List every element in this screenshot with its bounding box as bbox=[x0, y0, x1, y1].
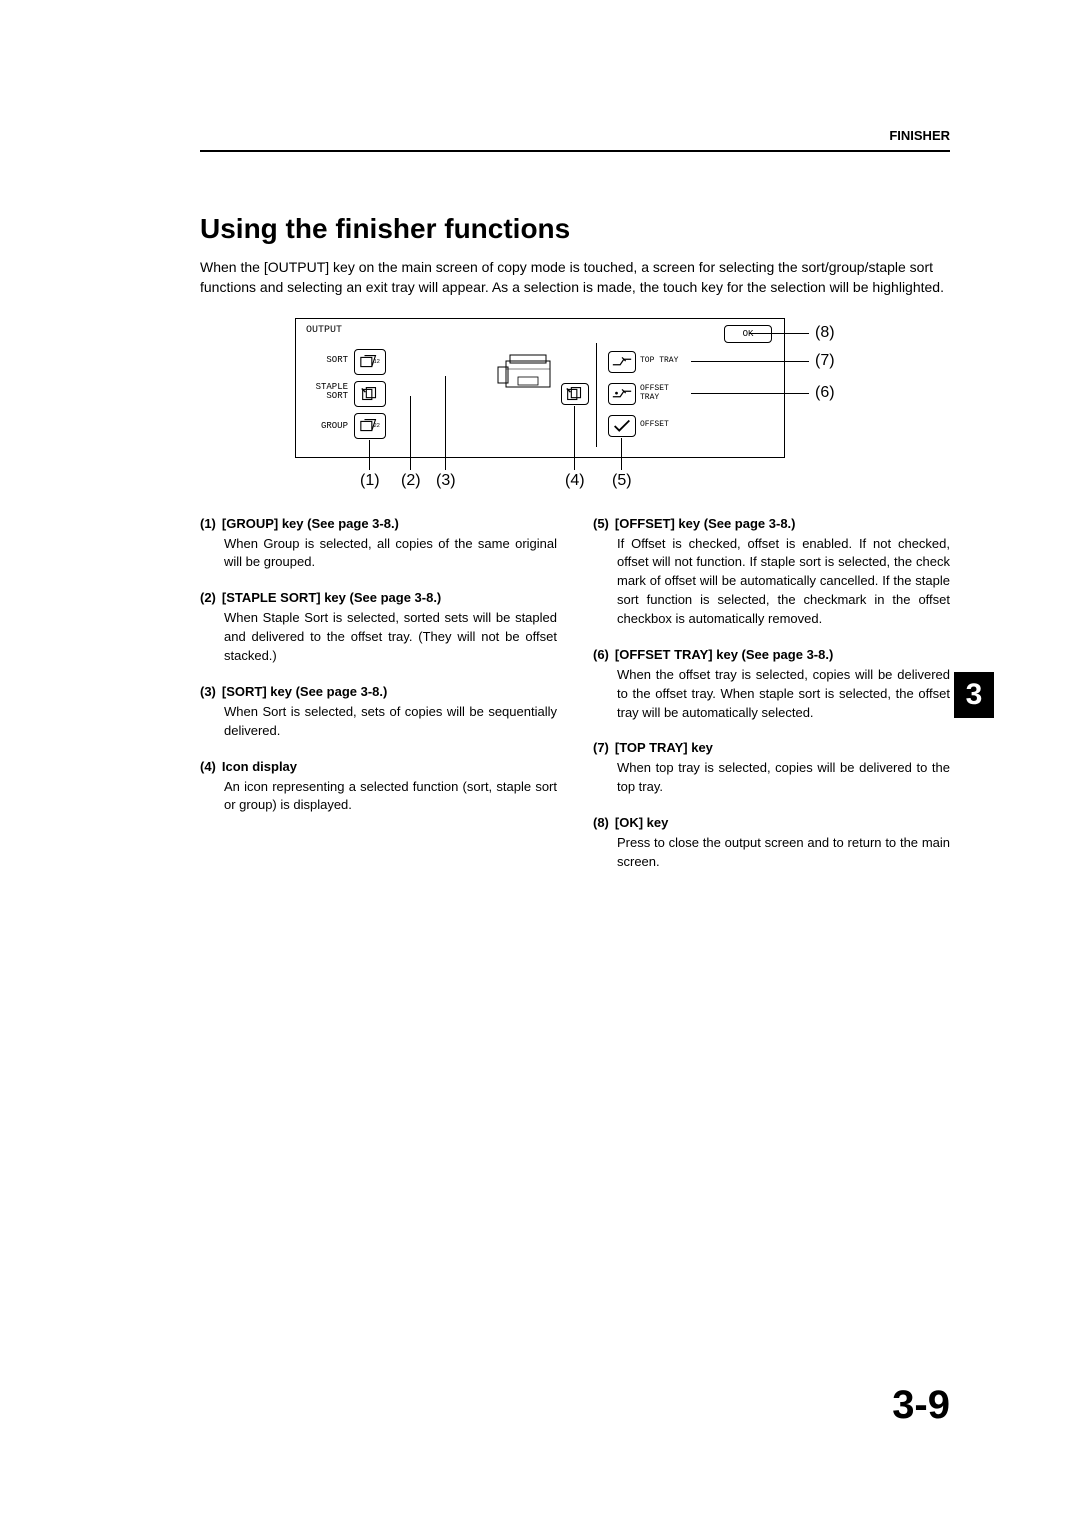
page-number: 3-9 bbox=[892, 1383, 950, 1428]
item-body: An icon representing a selected function… bbox=[200, 778, 557, 816]
item-body: When top tray is selected, copies will b… bbox=[593, 759, 950, 797]
page-title: Using the finisher functions bbox=[200, 213, 950, 245]
item-num: (3) bbox=[200, 684, 216, 699]
item-body: If Offset is checked, offset is enabled.… bbox=[593, 535, 950, 629]
item-num: (6) bbox=[593, 647, 609, 662]
ok-button[interactable]: OK bbox=[724, 325, 772, 343]
mode-icon-button[interactable] bbox=[561, 383, 589, 405]
callout-6: (6) bbox=[815, 384, 835, 402]
offset-tray-label-1: OFFSET bbox=[640, 384, 669, 393]
item-heading: Icon display bbox=[222, 759, 297, 774]
callout-2: (2) bbox=[401, 472, 421, 490]
staple-sort-label-2: SORT bbox=[304, 391, 348, 401]
list-item: (7) [TOP TRAY] key When top tray is selec… bbox=[593, 740, 950, 797]
list-item: (6) [OFFSET TRAY] key (See page 3-8.) Whe… bbox=[593, 647, 950, 723]
item-num: (8) bbox=[593, 815, 609, 830]
group-label: GROUP bbox=[304, 421, 348, 431]
panel-divider bbox=[596, 343, 597, 447]
item-body: Press to close the output screen and to … bbox=[593, 834, 950, 872]
item-num: (1) bbox=[200, 516, 216, 531]
list-item: (1) [GROUP] key (See page 3-8.) When Grou… bbox=[200, 516, 557, 573]
callout-1: (1) bbox=[360, 472, 380, 490]
section-header: FINISHER bbox=[889, 128, 950, 143]
group-button[interactable]: 22 bbox=[354, 413, 386, 439]
list-item: (5) [OFFSET] key (See page 3-8.) If Offse… bbox=[593, 516, 950, 629]
item-heading: [OFFSET TRAY] key (See page 3-8.) bbox=[615, 647, 833, 662]
svg-text:12: 12 bbox=[374, 359, 380, 365]
svg-text:22: 22 bbox=[374, 423, 380, 429]
staple-sort-button[interactable] bbox=[354, 381, 386, 407]
list-item: (2) [STAPLE SORT] key (See page 3-8.) Whe… bbox=[200, 590, 557, 666]
item-heading: [GROUP] key (See page 3-8.) bbox=[222, 516, 399, 531]
staple-icon bbox=[564, 385, 586, 403]
copier-illustration bbox=[496, 347, 560, 395]
offset-tray-icon bbox=[611, 385, 633, 403]
ok-label: OK bbox=[743, 329, 754, 339]
list-item: (4) Icon display An icon representing a s… bbox=[200, 759, 557, 816]
item-body: When Sort is selected, sets of copies wi… bbox=[200, 703, 557, 741]
offset-label: OFFSET bbox=[640, 420, 669, 429]
item-num: (7) bbox=[593, 740, 609, 755]
item-num: (4) bbox=[200, 759, 216, 774]
item-body: When the offset tray is selected, copies… bbox=[593, 666, 950, 723]
output-panel: OUTPUT OK SORT STAPLE SORT GROUP 12 bbox=[295, 318, 785, 458]
item-num: (5) bbox=[593, 516, 609, 531]
item-heading: [OFFSET] key (See page 3-8.) bbox=[615, 516, 796, 531]
top-tray-button[interactable] bbox=[608, 351, 636, 373]
callout-8: (8) bbox=[815, 324, 835, 342]
list-item: (3) [SORT] key (See page 3-8.) When Sort … bbox=[200, 684, 557, 741]
item-body: When Staple Sort is selected, sorted set… bbox=[200, 609, 557, 666]
item-heading: [OK] key bbox=[615, 815, 668, 830]
chapter-tab: 3 bbox=[954, 672, 994, 718]
callout-4: (4) bbox=[565, 472, 585, 490]
sort-label: SORT bbox=[304, 355, 348, 365]
group-icon: 22 bbox=[359, 417, 381, 435]
top-tray-label: TOP TRAY bbox=[640, 356, 678, 365]
item-num: (2) bbox=[200, 590, 216, 605]
checkmark-icon bbox=[611, 417, 633, 435]
left-column: (1) [GROUP] key (See page 3-8.) When Grou… bbox=[200, 516, 557, 890]
item-heading: [SORT] key (See page 3-8.) bbox=[222, 684, 387, 699]
callout-5: (5) bbox=[612, 472, 632, 490]
sort-icon: 12 bbox=[359, 353, 381, 371]
panel-title: OUTPUT bbox=[306, 325, 342, 336]
callout-3: (3) bbox=[436, 472, 456, 490]
right-column: (5) [OFFSET] key (See page 3-8.) If Offse… bbox=[593, 516, 950, 890]
item-heading: [STAPLE SORT] key (See page 3-8.) bbox=[222, 590, 441, 605]
sort-button[interactable]: 12 bbox=[354, 349, 386, 375]
offset-tray-label-2: TRAY bbox=[640, 393, 659, 402]
staple-sort-icon bbox=[359, 385, 381, 403]
top-tray-icon bbox=[611, 353, 633, 371]
item-heading: [TOP TRAY] key bbox=[615, 740, 713, 755]
intro-paragraph: When the [OUTPUT] key on the main screen… bbox=[200, 257, 950, 298]
list-item: (8) [OK] key Press to close the output sc… bbox=[593, 815, 950, 872]
header-rule bbox=[200, 150, 950, 152]
item-body: When Group is selected, all copies of th… bbox=[200, 535, 557, 573]
offset-tray-button[interactable] bbox=[608, 383, 636, 405]
offset-checkbox[interactable] bbox=[608, 415, 636, 437]
callout-7: (7) bbox=[815, 352, 835, 370]
output-panel-diagram: OUTPUT OK SORT STAPLE SORT GROUP 12 bbox=[295, 318, 855, 498]
